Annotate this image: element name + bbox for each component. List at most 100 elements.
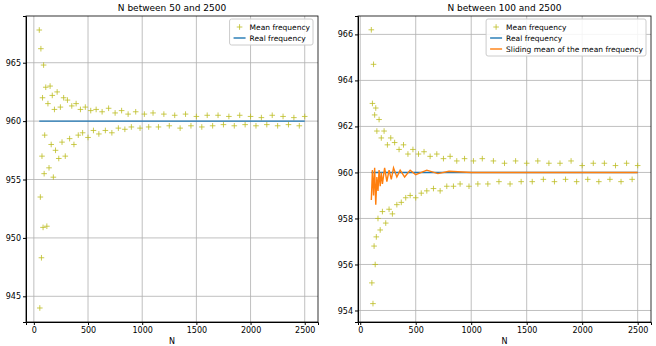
data-point (146, 124, 152, 130)
grid-line-x (88, 16, 89, 322)
data-point (40, 95, 46, 101)
tick-label: 2500 (628, 326, 648, 335)
data-point (437, 188, 443, 194)
data-point (507, 181, 513, 187)
data-point (38, 194, 44, 200)
data-point (369, 27, 375, 33)
data-point (62, 153, 68, 159)
data-point (43, 84, 49, 90)
data-point (161, 111, 167, 117)
grid-line-x (637, 16, 638, 322)
data-point (275, 123, 281, 129)
data-point (166, 123, 172, 129)
tick-label: 962 (338, 122, 353, 131)
grid-line-y (358, 264, 651, 265)
plot-frame (358, 16, 651, 322)
tick: 2500 (628, 322, 648, 335)
legend: Mean frequencyReal frequencySliding mean… (486, 19, 646, 56)
tick: 955 (6, 176, 26, 185)
tick: 945 (6, 292, 26, 301)
tick: 500 (409, 322, 424, 335)
data-point (119, 108, 125, 114)
data-point (379, 135, 385, 141)
tick-label: 500 (409, 326, 424, 335)
tick-label: 955 (6, 176, 21, 185)
tick: 956 (338, 261, 358, 270)
tick-label: 966 (338, 30, 353, 39)
data-point (52, 107, 58, 113)
data-point (524, 160, 530, 166)
data-point (291, 115, 297, 121)
data-point (41, 62, 47, 68)
data-point (381, 128, 387, 134)
tick: 966 (338, 30, 358, 39)
data-point (388, 135, 394, 141)
tick-label: 1000 (462, 326, 482, 335)
data-point (48, 142, 54, 148)
data-point (383, 220, 389, 226)
tick-mark (23, 180, 26, 181)
x-axis-title: N (169, 337, 175, 346)
data-point (56, 156, 62, 162)
data-point (377, 227, 383, 233)
data-point (607, 177, 613, 183)
tick-mark (355, 126, 358, 127)
tick: 2000 (573, 322, 593, 335)
tick: 962 (338, 122, 358, 131)
grid-line-y (358, 218, 651, 219)
data-point (39, 153, 45, 159)
legend-symbol (490, 37, 502, 38)
tick-label: 964 (338, 76, 353, 85)
data-point (58, 104, 64, 110)
data-point (546, 160, 552, 166)
data-point (103, 128, 109, 134)
tick-mark (23, 63, 26, 64)
data-point (53, 148, 59, 154)
data-point (518, 179, 524, 185)
data-point (392, 140, 398, 146)
legend-symbol (237, 24, 243, 30)
grid (358, 16, 651, 322)
data-point (624, 160, 630, 166)
grid-line-y (358, 310, 651, 311)
data-point (125, 111, 131, 117)
data-point (557, 160, 563, 166)
data-point (585, 177, 591, 183)
data-point (579, 163, 585, 169)
tick: 964 (338, 76, 358, 85)
tick-label: 950 (6, 234, 21, 243)
grid-line-x (471, 16, 472, 322)
grid-line-x (526, 16, 527, 322)
tick-mark (142, 322, 143, 325)
legend-label: Mean frequency (506, 23, 567, 32)
data-point (65, 97, 71, 103)
tick-mark (355, 310, 358, 311)
data-point (54, 89, 60, 95)
data-point (386, 206, 392, 212)
tick: 500 (81, 322, 96, 335)
tick: 960 (338, 169, 358, 178)
data-point (563, 177, 569, 183)
data-point (427, 154, 433, 160)
tick-label: 958 (338, 215, 353, 224)
data-point (188, 123, 194, 129)
data-point (491, 158, 497, 164)
data-point (374, 234, 380, 240)
data-point (513, 158, 519, 164)
data-point (37, 305, 43, 311)
data-point (280, 114, 286, 120)
plot-frame (26, 16, 318, 322)
data-point (41, 171, 47, 177)
data-point (371, 243, 377, 249)
data-point (38, 46, 44, 52)
figure: 05001000150020002500945950955960965N bet… (0, 0, 656, 346)
legend-symbol (234, 37, 246, 38)
data-point (466, 183, 472, 189)
legend-box (486, 19, 646, 56)
data-point (385, 142, 391, 148)
data-point (259, 115, 265, 121)
x-axis: 05001000150020002500 (27, 322, 319, 335)
data-point (177, 125, 183, 131)
tick-mark (23, 296, 26, 297)
data-point (454, 158, 460, 164)
